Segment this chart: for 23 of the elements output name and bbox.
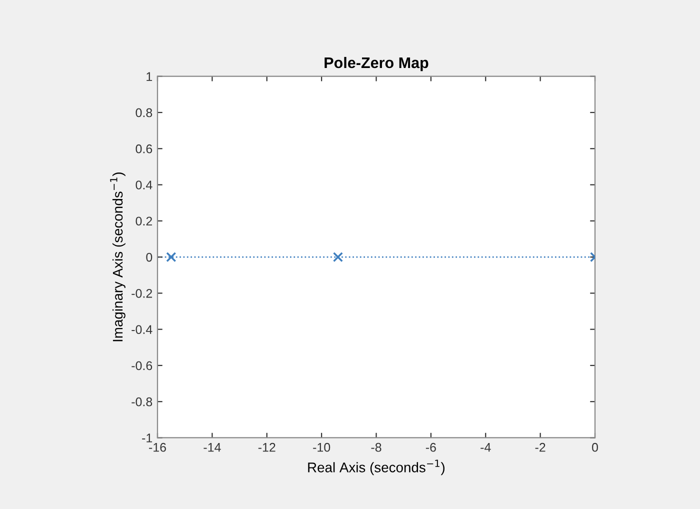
y-tick-label: 0 [146, 252, 152, 262]
y-tick-label: -0.6 [132, 361, 152, 370]
x-tick-label: -4 [480, 443, 491, 452]
x-tick-label: -10 [313, 442, 330, 452]
y-tick-label: 0.2 [136, 216, 152, 226]
y-tick-label: 1 [146, 72, 152, 81]
y-tick-label: -0.2 [132, 288, 152, 298]
y-axis-title: Imaginary Axis (seconds$^{−1}$) [110, 172, 126, 342]
x-tick-label: -8 [371, 442, 382, 452]
chart-title: Pole-Zero Map [324, 56, 428, 72]
y-tick-label: 0.6 [136, 144, 152, 154]
x-tick-label: -12 [258, 442, 276, 452]
x-axis-title: Real Axis (seconds$^{−1}$) [308, 460, 444, 476]
x-tick-label: 0 [592, 442, 598, 452]
x-tick-label: -14 [204, 443, 221, 452]
y-tick-label: 0.8 [136, 108, 152, 118]
y-tick-label: -1 [142, 434, 152, 442]
y-tick-label: 0.4 [136, 180, 152, 190]
x-tick-label: -2 [535, 442, 546, 452]
y-tick-label: -0.4 [132, 325, 152, 334]
x-tick-label: -6 [426, 442, 436, 452]
x-tick-label: -16 [149, 442, 166, 452]
y-tick-label: -0.8 [132, 397, 152, 406]
